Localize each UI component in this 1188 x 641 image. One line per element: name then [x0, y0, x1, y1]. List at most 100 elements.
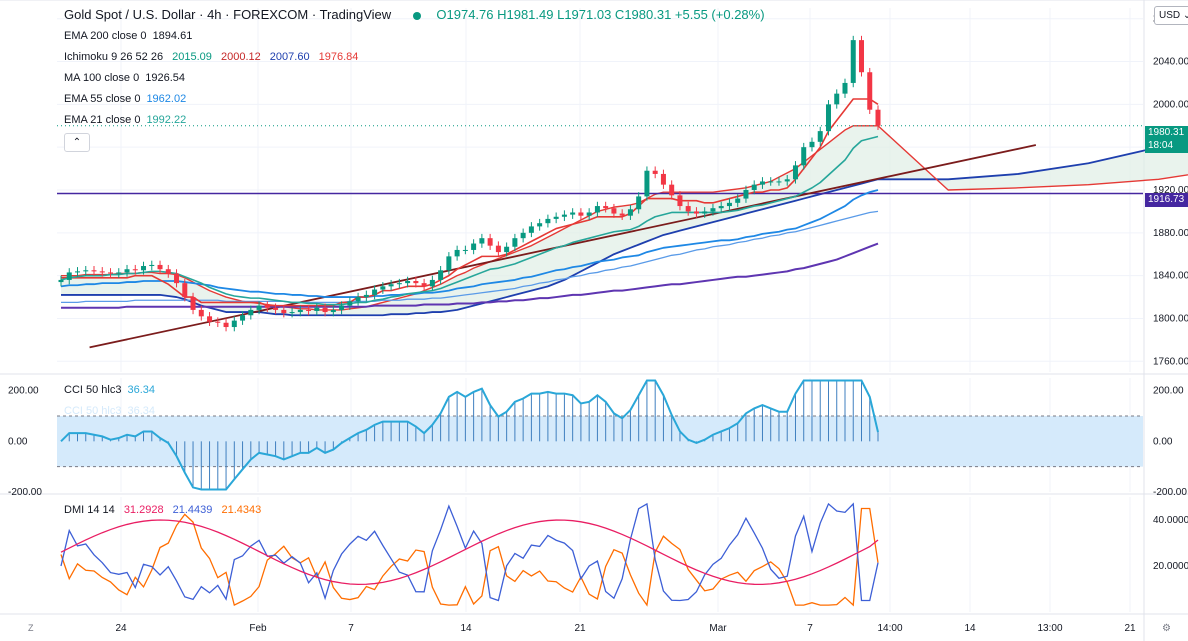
candle-body [380, 286, 386, 290]
dmi-tick-label: 40.0000 [1153, 515, 1188, 526]
dmi-tick-label: 20.0000 [1153, 561, 1188, 572]
candle-body [446, 256, 452, 271]
symbol-name: Gold Spot / U.S. Dollar [64, 7, 196, 22]
candle-body [347, 301, 353, 306]
price-tick-label: 1760.00 [1153, 356, 1188, 367]
candle-body [116, 272, 122, 274]
candle-body [289, 312, 295, 314]
currency-selector[interactable]: USD ⌄ [1154, 6, 1188, 25]
candle-body [660, 173, 666, 185]
candle-body [743, 190, 749, 199]
cci-tick-label-left: 200.00 [8, 386, 39, 397]
candle-body [99, 271, 105, 273]
candle-body [207, 316, 213, 322]
indicator-ema55[interactable]: EMA 55 close 0 1962.02 [64, 93, 187, 105]
candle-body [281, 309, 287, 314]
candle-body [124, 269, 130, 273]
collapse-legend-button[interactable]: ⌃ [64, 133, 90, 152]
candle-body [834, 93, 840, 105]
kijun-line [61, 98, 879, 307]
candle-body [693, 211, 699, 214]
candle-body [66, 272, 72, 280]
price-tick-label: 2040.00 [1153, 57, 1188, 68]
candle-body [735, 198, 741, 203]
dmi-minus-line [60, 507, 879, 607]
price-tick-label: 2000.00 [1153, 99, 1188, 110]
candle-body [570, 212, 576, 215]
candle-body [372, 289, 378, 295]
price-pane [57, 35, 1188, 349]
candle-body [264, 305, 270, 308]
indicator-ema21[interactable]: EMA 21 close 0 1992.22 [64, 114, 187, 126]
ema21-line [60, 135, 879, 306]
candle-body [644, 170, 650, 197]
chevron-down-icon: ⌄ [1182, 10, 1188, 21]
candle-body [306, 309, 312, 311]
candle-body [495, 245, 501, 253]
candle-body [256, 305, 262, 310]
candle-body [553, 216, 559, 219]
indicator-ema200[interactable]: EMA 200 close 0 1894.61 [64, 30, 193, 42]
time-tick-label: 7 [807, 623, 813, 634]
candle-body [165, 269, 171, 274]
candle-body [561, 214, 567, 217]
cci-band [57, 416, 1143, 467]
time-tick-label: 13:00 [1037, 623, 1062, 634]
level-price-tag: 1916.73 [1145, 193, 1188, 207]
candle-body [586, 212, 592, 216]
candle-body [850, 40, 856, 83]
candle-body [174, 273, 180, 284]
cci-line [60, 379, 879, 491]
candle-body [652, 170, 658, 174]
dmi-pane [60, 502, 879, 607]
candle-body [355, 297, 361, 302]
candle-body [149, 264, 155, 267]
candle-body [405, 281, 411, 284]
candle-body [471, 243, 477, 250]
candle-body [677, 195, 683, 207]
candle-body [83, 270, 89, 272]
candle-body [759, 181, 765, 185]
indicator-ma100[interactable]: MA 100 close 0 1926.54 [64, 72, 185, 84]
candle-body [438, 270, 444, 280]
ema200-line [61, 242, 879, 309]
time-tick-label: 14 [964, 623, 976, 634]
bar-countdown-tag: 18:04 [1145, 139, 1188, 153]
candle-body [528, 226, 534, 233]
time-tick-label: Feb [249, 623, 267, 634]
candle-body [297, 309, 303, 313]
candle-body [388, 284, 394, 287]
candle-body [108, 272, 114, 274]
axes: 2080.002040.002000.001960.001920.001880.… [8, 14, 1188, 634]
candle-body [545, 218, 551, 224]
candle-body [240, 315, 246, 321]
time-tick-label: 14:00 [877, 623, 902, 634]
cci-legend-1[interactable]: CCI 50 hlc3 36.34 [64, 384, 156, 396]
cci-tick-label: 200.00 [1153, 386, 1184, 397]
dmi-legend[interactable]: DMI 14 14 31.2928 21.4439 21.4343 [64, 504, 262, 516]
candle-body [91, 270, 97, 272]
interval: 4h [207, 7, 222, 22]
candle-body [627, 209, 633, 216]
cci-legend-2[interactable]: CCI 50 hlc3 36.34 [64, 405, 156, 417]
candle-body [339, 305, 345, 310]
candle-body [322, 307, 328, 313]
candle-body [479, 238, 485, 244]
candle-body [858, 40, 864, 73]
candle-body [215, 321, 221, 323]
ema55-line [60, 189, 879, 298]
time-tick-label: Mar [709, 623, 727, 634]
cci-tick-label: 0.00 [1153, 436, 1173, 447]
broker: FOREXCOM [233, 7, 309, 22]
last-price-tag: 1980.31 [1145, 126, 1188, 140]
indicator-ichimoku[interactable]: Ichimoku 9 26 52 26 2015.09 2000.12 2007… [64, 51, 359, 63]
price-tick-label: 1800.00 [1153, 313, 1188, 324]
candle-body [413, 281, 419, 284]
candle-body [190, 297, 196, 310]
candle-body [825, 104, 831, 132]
ohlc-values: O1974.76 H1981.49 L1971.03 C1980.31 +5.5… [436, 7, 765, 22]
candle-body [520, 232, 526, 239]
candle-body [504, 246, 510, 253]
